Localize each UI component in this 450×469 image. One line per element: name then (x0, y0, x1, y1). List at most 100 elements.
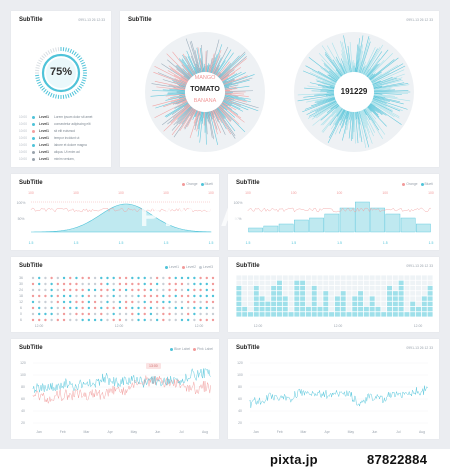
grid-cell (288, 312, 294, 317)
burst-ray (372, 77, 398, 87)
series-pink-line (32, 375, 211, 405)
burst-ray (309, 72, 336, 85)
matrix-dot (56, 312, 60, 316)
grid-cell (358, 306, 364, 312)
grid-cell (265, 306, 271, 312)
burst-ray (371, 63, 404, 83)
burst-ray (344, 111, 350, 125)
grid-cell (311, 275, 317, 280)
top-tick: 100 (337, 191, 343, 195)
burst-ray (175, 99, 187, 105)
burst-ray (310, 97, 336, 107)
chart-legend: Orange Blueti (402, 182, 433, 186)
grid-cell (305, 301, 311, 307)
matrix-dot (186, 288, 190, 292)
burst-ray (342, 110, 349, 128)
burst-ray (337, 72, 342, 77)
burst-ray (192, 110, 198, 120)
grid-cell (392, 280, 398, 286)
gauge-tick (49, 92, 53, 97)
burst-center (185, 72, 225, 112)
burst-ray (373, 96, 391, 102)
bell-area (31, 203, 212, 233)
grid-cell (247, 301, 253, 307)
matrix-dot (124, 276, 128, 280)
burst-ray (163, 98, 187, 108)
matrix-dot (75, 318, 78, 322)
matrix-dot (44, 282, 47, 286)
burst-ray (311, 70, 337, 84)
burst-ray (212, 110, 219, 123)
legend-orange: Orange (402, 182, 418, 186)
matrix-dot (75, 294, 78, 298)
burst-ray (177, 105, 192, 120)
gauge-tick (65, 94, 67, 99)
grid-cell (253, 306, 259, 312)
burst-ray (317, 85, 335, 89)
grid-cell (323, 312, 329, 317)
matrix-dot (211, 294, 215, 298)
burst-ray (341, 53, 349, 74)
histogram-chart: 100 100 100 100 100 100% 50% 1.5 1.5 1.5 1.5 1.5 (234, 191, 434, 245)
matrix-dot (50, 276, 53, 280)
matrix-dot (38, 312, 41, 316)
x-tick: 1.5 (246, 241, 251, 245)
grid-cell (247, 306, 253, 312)
burst-ray (340, 58, 348, 74)
burst-ray (322, 86, 335, 90)
grid-cell (352, 301, 358, 307)
burst-ray (205, 51, 207, 73)
level-time: 10:00 (19, 157, 27, 161)
grid-cell (340, 291, 346, 296)
burst-ray (222, 100, 241, 110)
grid-cell (305, 280, 311, 286)
matrix-dot (87, 306, 91, 310)
matrix-dot (211, 306, 215, 310)
burst-ray (219, 105, 240, 125)
burst-ray (181, 64, 193, 77)
matrix-dot (205, 294, 208, 298)
grid-cell (305, 291, 311, 296)
burst-ray (366, 49, 389, 77)
grid-cell (329, 285, 335, 291)
burst-ray (216, 108, 225, 120)
burst-ray (370, 78, 375, 81)
matrix-dot (100, 306, 103, 310)
burst-ray (326, 103, 339, 113)
burst-ray (314, 96, 335, 103)
burst-ray (365, 108, 386, 135)
matrix-dot (162, 312, 165, 316)
x-tick: Jan (36, 430, 42, 434)
burst-ray (224, 85, 230, 88)
matrix-dot (62, 306, 66, 310)
legend-blue: Blue Label (170, 347, 190, 351)
gauge-fill (46, 58, 76, 88)
gauge-tick (35, 77, 40, 79)
burst-ray (224, 77, 253, 87)
burst-ray (171, 107, 194, 136)
burst-ray (341, 41, 350, 73)
grid-cell (363, 306, 369, 312)
matrix-dot (62, 300, 66, 304)
grid-cell (311, 291, 317, 296)
burst-ray (358, 111, 361, 119)
top-tick: 100 (73, 191, 79, 195)
burst-ray (362, 59, 371, 75)
burst-ray (170, 105, 191, 124)
histogram-bar (248, 227, 263, 233)
burst-ray (320, 104, 339, 121)
burst-ray (224, 95, 251, 103)
matrix-dot (112, 282, 115, 286)
grid-cell (404, 301, 410, 307)
grid-cell (253, 285, 259, 291)
burst-ray (199, 67, 202, 73)
burst-ray (221, 102, 228, 107)
matrix-dot (93, 276, 97, 280)
burst-ray (322, 107, 343, 133)
burst-ray (174, 78, 187, 85)
grid-cell (375, 296, 381, 301)
legend-orange: Orange (182, 182, 198, 186)
burst-ray (212, 110, 215, 115)
burst-ray (369, 103, 384, 115)
gauge-tick (77, 55, 81, 59)
